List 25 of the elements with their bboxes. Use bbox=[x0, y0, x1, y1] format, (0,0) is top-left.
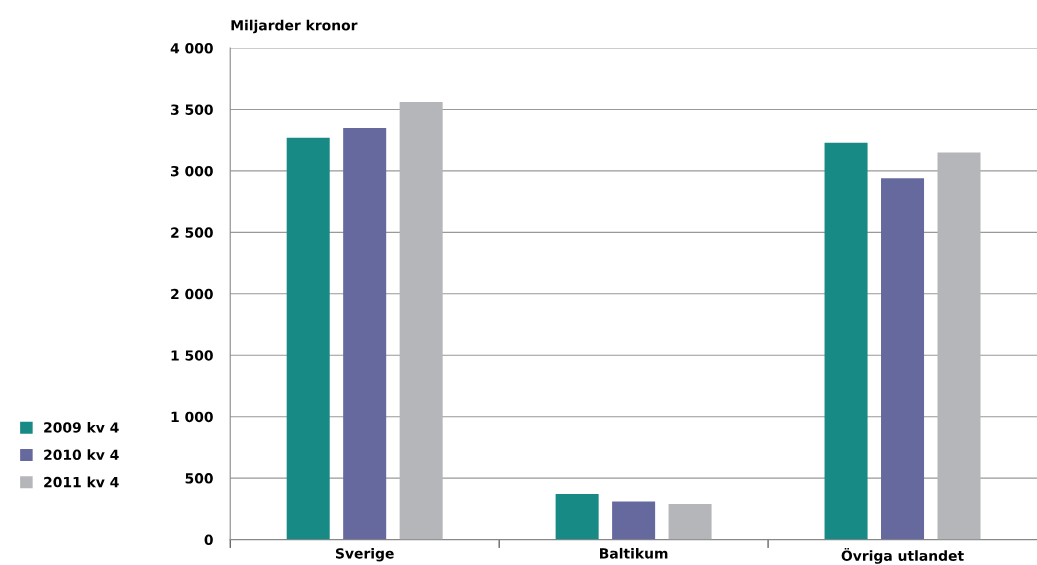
x-tick-label: Övriga utlandet bbox=[841, 547, 964, 564]
y-tick-label: 0 bbox=[204, 534, 213, 546]
bar bbox=[555, 494, 599, 540]
y-axis-title: Miljarder kronor bbox=[231, 19, 358, 34]
bar bbox=[824, 142, 868, 540]
bar bbox=[286, 137, 330, 540]
bar bbox=[881, 178, 925, 540]
x-tick-label: Baltikum bbox=[600, 547, 668, 559]
bar bbox=[343, 127, 387, 540]
y-tick-label: 1 000 bbox=[171, 411, 213, 423]
bar bbox=[399, 102, 443, 540]
x-tick-label: Sverige bbox=[335, 547, 394, 562]
legend-label: 2010 kv 4 bbox=[44, 449, 119, 461]
legend-label: 2009 kv 4 bbox=[44, 421, 119, 433]
y-tick-label: 4 000 bbox=[170, 42, 213, 54]
bar bbox=[612, 501, 656, 540]
y-tick-label: 2 000 bbox=[171, 288, 213, 300]
y-tick-label: 500 bbox=[185, 473, 213, 484]
y-tick-label: 3 500 bbox=[170, 104, 213, 115]
y-tick-label: 3 000 bbox=[170, 165, 213, 177]
legend-label: 2011 kv 4 bbox=[44, 476, 119, 488]
bar bbox=[937, 152, 981, 540]
y-tick-label: 1 500 bbox=[171, 350, 213, 361]
y-tick-label: 2 500 bbox=[171, 227, 213, 238]
bar bbox=[668, 503, 712, 540]
